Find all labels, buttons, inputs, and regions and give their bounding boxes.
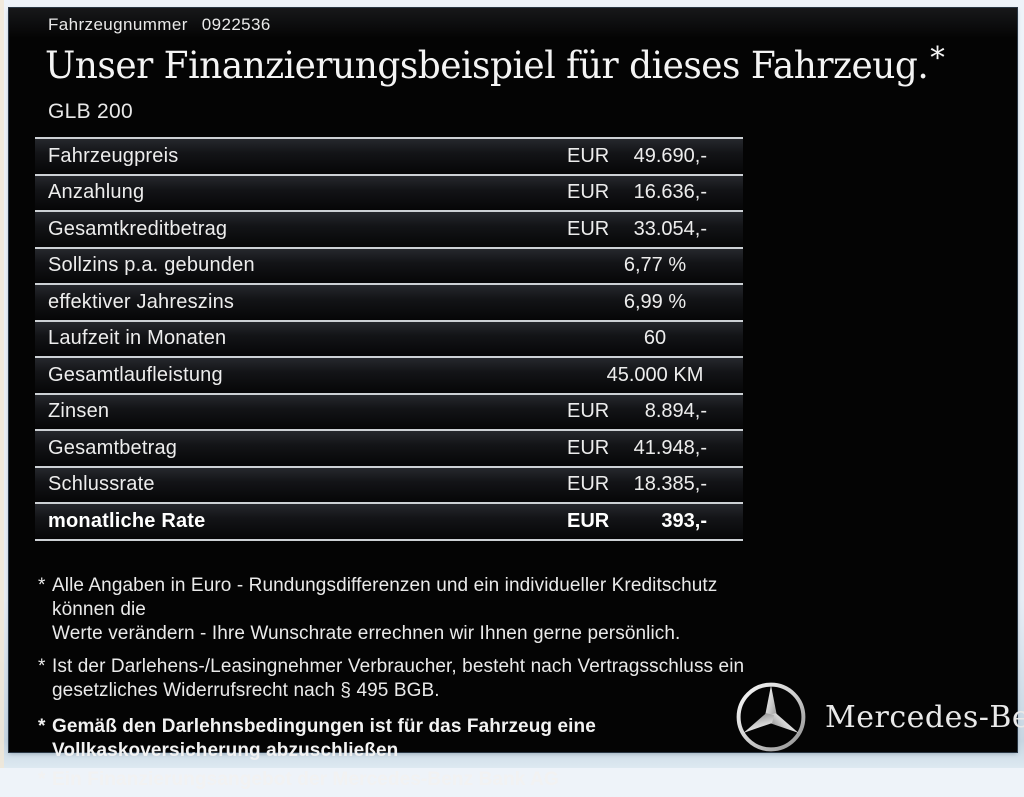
footnote-withdrawal-right: * Ist der Darlehens-/Leasingnehmer Verbr… <box>38 655 750 703</box>
row-amount: 6,77 % <box>623 254 687 277</box>
footnote-marker: * <box>38 656 46 677</box>
page-title-text: Unser Finanzierungsbeispiel für dieses F… <box>45 44 929 87</box>
table-row-fahrzeugpreis: Fahrzeugpreis EUR 49.690,- <box>35 137 743 174</box>
row-label: monatliche Rate <box>48 509 206 532</box>
footnote-line: Ist der Darlehens-/Leasingnehmer Verbrau… <box>52 656 745 677</box>
row-amount: 41.948,- <box>633 436 707 459</box>
financing-sheet: Fahrzeugnummer 0922536 Unser Finanzierun… <box>9 8 1024 790</box>
footnote-line: Gemäß den Darlehnsbedingungen ist für da… <box>52 716 596 737</box>
footnote-marker: * <box>38 575 46 596</box>
footnote-marker: * <box>38 716 46 737</box>
row-amount: 16.636,- <box>633 181 707 204</box>
row-label: Anzahlung <box>48 181 145 204</box>
row-amount: 60 <box>643 327 667 350</box>
row-amount: 6,99 % <box>623 290 687 313</box>
row-amount: 8.894,- <box>644 400 707 423</box>
row-amount: 393,- <box>661 509 707 532</box>
row-currency: EUR <box>567 436 610 459</box>
footnote-line: gesetzliches Widerrufsrecht nach § 495 B… <box>52 680 440 701</box>
table-row-laufzeit: Laufzeit in Monaten 60 <box>35 319 743 356</box>
footnote-line: Ein Finanzierungsangebot der Mercedes-Be… <box>52 769 559 790</box>
vehicle-number-value: 0922536 <box>201 15 271 34</box>
footnote-rounding: * Alle Angaben in Euro - Rundungsdiffere… <box>38 574 750 646</box>
vehicle-number: Fahrzeugnummer 0922536 <box>48 11 271 39</box>
page-title: Unser Finanzierungsbeispiel für dieses F… <box>45 41 945 87</box>
brand-block: Mercedes-Benz <box>727 674 1024 760</box>
frame-edge-tint <box>0 0 4 768</box>
row-label: Sollzins p.a. gebunden <box>48 254 255 277</box>
vehicle-number-label: Fahrzeugnummer <box>48 15 188 34</box>
table-row-gesamtlaufleistung: Gesamtlaufleistung 45.000 KM <box>35 356 743 393</box>
row-currency: EUR <box>567 509 610 532</box>
row-label: Fahrzeugpreis <box>48 144 179 167</box>
footnote-marker: * <box>38 769 46 790</box>
row-amount: 49.690,- <box>633 144 707 167</box>
table-row-zinsen: Zinsen EUR 8.894,- <box>35 392 743 429</box>
title-asterisk: * <box>930 41 945 76</box>
footnote-line: Werte verändern - Ihre Wunschrate errech… <box>52 623 681 644</box>
model-name: GLB 200 <box>48 100 133 123</box>
row-amount: 33.054,- <box>633 217 707 240</box>
table-row-anzahlung: Anzahlung EUR 16.636,- <box>35 173 743 210</box>
footnote-line: Vollkaskoversicherung abzuschließen <box>52 740 399 761</box>
row-currency: EUR <box>567 217 610 240</box>
row-currency: EUR <box>567 144 610 167</box>
row-amount: 18.385,- <box>633 473 707 496</box>
table-row-sollzins: Sollzins p.a. gebunden 6,77 % <box>35 246 743 283</box>
row-label: Gesamtbetrag <box>48 436 178 459</box>
table-row-gesamtkreditbetrag: Gesamtkreditbetrag EUR 33.054,- <box>35 210 743 247</box>
row-label: Schlussrate <box>48 473 155 496</box>
row-currency: EUR <box>567 473 610 496</box>
mercedes-benz-wordmark: Mercedes-Benz <box>825 699 1024 735</box>
row-label: Gesamtlaufleistung <box>48 363 223 386</box>
row-label: Gesamtkreditbetrag <box>48 217 228 240</box>
footnote-line: Alle Angaben in Euro - Rundungsdifferenz… <box>52 575 718 620</box>
table-row-monatliche-rate: monatliche Rate EUR 393,- <box>35 502 743 539</box>
table-row-effektiver-jahreszins: effektiver Jahreszins 6,99 % <box>35 283 743 320</box>
row-label: Laufzeit in Monaten <box>48 327 227 350</box>
financing-table: Fahrzeugpreis EUR 49.690,- Anzahlung EUR 1… <box>35 137 743 541</box>
mercedes-star-icon <box>736 682 806 752</box>
row-currency: EUR <box>567 400 610 423</box>
table-row-schlussrate: Schlussrate EUR 18.385,- <box>35 465 743 502</box>
header-strip <box>9 8 1017 38</box>
row-currency: EUR <box>567 181 610 204</box>
table-row-gesamtbetrag: Gesamtbetrag EUR 41.948,- <box>35 429 743 466</box>
footnote-insurance: * Gemäß den Darlehnsbedingungen ist für … <box>38 715 750 763</box>
footnotes: * Alle Angaben in Euro - Rundungsdiffere… <box>38 574 750 797</box>
row-label: Zinsen <box>48 400 110 423</box>
row-label: effektiver Jahreszins <box>48 290 235 313</box>
row-amount: 45.000 KM <box>606 363 704 386</box>
footnote-bank-offer: * Ein Finanzierungsangebot der Mercedes-… <box>38 768 750 792</box>
